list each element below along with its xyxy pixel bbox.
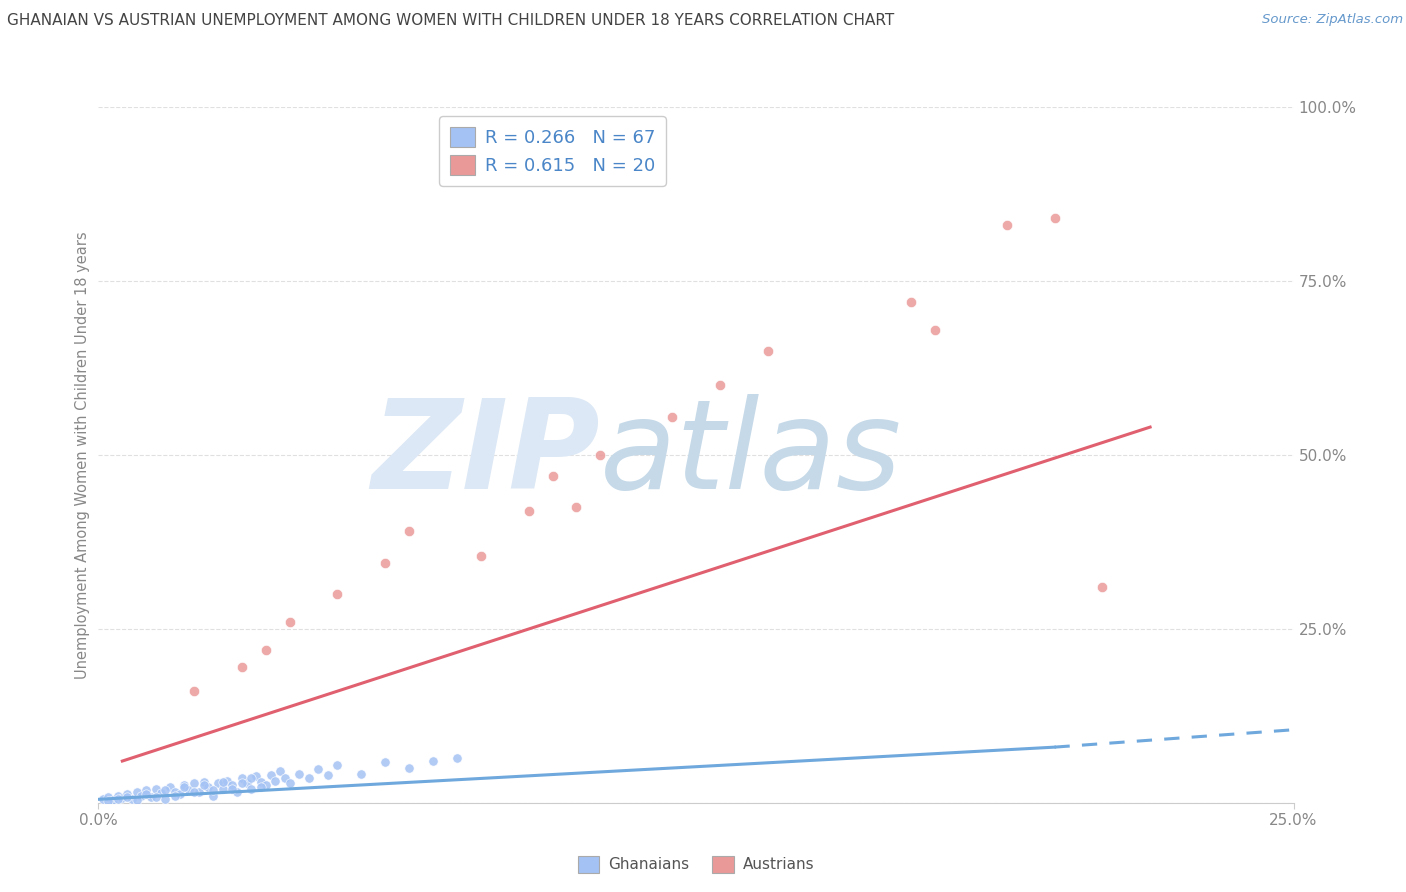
Point — [125, 785, 148, 799]
Point — [240, 772, 263, 786]
Point — [900, 294, 922, 309]
Point — [193, 778, 215, 792]
Point — [107, 791, 129, 805]
Point — [155, 783, 177, 797]
Point — [1043, 211, 1066, 226]
Point — [169, 788, 191, 802]
Point — [211, 775, 233, 789]
Point — [231, 772, 253, 786]
Point — [221, 778, 243, 792]
Point — [97, 794, 120, 808]
Point — [221, 781, 243, 796]
Point — [183, 785, 205, 799]
Point — [350, 766, 373, 780]
Point — [202, 783, 225, 797]
Point — [326, 757, 349, 772]
Point — [111, 791, 134, 805]
Point — [316, 768, 339, 782]
Point — [173, 778, 195, 792]
Point — [326, 587, 349, 601]
Point — [278, 776, 301, 790]
Point — [155, 792, 177, 806]
Point — [187, 785, 209, 799]
Point — [288, 766, 311, 780]
Point — [135, 787, 157, 801]
Point — [145, 781, 167, 796]
Point — [756, 343, 779, 358]
Point — [924, 323, 946, 337]
Point — [274, 772, 297, 786]
Point — [565, 500, 588, 514]
Y-axis label: Unemployment Among Women with Children Under 18 years: Unemployment Among Women with Children U… — [75, 231, 90, 679]
Point — [131, 789, 153, 803]
Point — [254, 778, 277, 792]
Point — [240, 781, 263, 796]
Point — [374, 556, 396, 570]
Legend: Ghanaians, Austrians: Ghanaians, Austrians — [571, 850, 821, 879]
Point — [374, 756, 396, 770]
Point — [422, 754, 444, 768]
Text: atlas: atlas — [600, 394, 903, 516]
Point — [145, 790, 167, 805]
Point — [398, 761, 420, 775]
Point — [183, 776, 205, 790]
Point — [264, 773, 287, 788]
Point — [307, 763, 329, 777]
Text: Source: ZipAtlas.com: Source: ZipAtlas.com — [1263, 13, 1403, 27]
Point — [231, 660, 253, 674]
Point — [163, 785, 186, 799]
Point — [107, 789, 129, 803]
Point — [589, 448, 612, 462]
Point — [517, 503, 540, 517]
Point — [115, 789, 138, 804]
Point — [231, 776, 253, 790]
Point — [159, 780, 181, 795]
Point — [661, 409, 683, 424]
Point — [193, 775, 215, 789]
Point — [269, 764, 291, 779]
Point — [217, 773, 239, 788]
Point — [250, 780, 273, 795]
Point — [709, 378, 731, 392]
Point — [245, 769, 267, 783]
Point — [541, 468, 564, 483]
Point — [202, 789, 225, 803]
Point — [278, 615, 301, 629]
Point — [125, 793, 148, 807]
Point — [91, 792, 114, 806]
Point — [121, 791, 143, 805]
Point — [446, 750, 468, 764]
Point — [254, 642, 277, 657]
Point — [995, 219, 1018, 233]
Point — [149, 786, 172, 800]
Point — [163, 789, 186, 803]
Point — [101, 793, 124, 807]
Point — [298, 772, 321, 786]
Point — [398, 524, 420, 539]
Point — [250, 775, 273, 789]
Point — [97, 790, 120, 805]
Point — [179, 783, 201, 797]
Point — [135, 783, 157, 797]
Point — [197, 780, 219, 795]
Point — [235, 776, 257, 790]
Point — [211, 781, 233, 796]
Point — [226, 785, 249, 799]
Text: GHANAIAN VS AUSTRIAN UNEMPLOYMENT AMONG WOMEN WITH CHILDREN UNDER 18 YEARS CORRE: GHANAIAN VS AUSTRIAN UNEMPLOYMENT AMONG … — [7, 13, 894, 29]
Point — [259, 768, 281, 782]
Point — [207, 776, 229, 790]
Point — [1091, 580, 1114, 594]
Text: ZIP: ZIP — [371, 394, 600, 516]
Point — [139, 790, 162, 805]
Point — [470, 549, 492, 563]
Point — [183, 684, 205, 698]
Point — [115, 788, 138, 802]
Point — [173, 780, 195, 795]
